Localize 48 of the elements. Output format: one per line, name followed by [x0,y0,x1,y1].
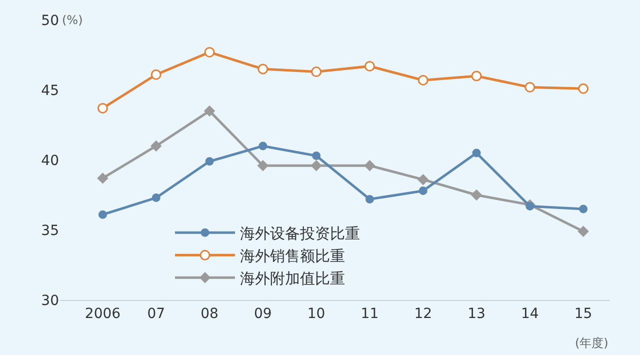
x-tick-label: 09 [254,306,272,322]
x-tick-label: 08 [200,306,218,322]
x-tick-label: 10 [307,306,326,322]
point [150,69,162,80]
x-tick-label: 14 [520,306,539,322]
point [578,83,589,94]
point [365,194,374,204]
x-tick-label: 2006 [84,306,121,322]
point [98,210,107,219]
point [97,172,108,184]
point [471,190,482,200]
point [472,148,481,158]
legend-label: 海外附加值比重 [240,270,345,288]
x-tick-label: 13 [468,306,486,322]
point [524,82,536,92]
point [418,186,428,196]
point [258,160,268,171]
point [258,64,268,74]
point [311,160,322,171]
annotation: (%) [62,13,83,27]
point [97,102,108,114]
point [471,70,482,82]
point [418,74,428,86]
point [152,194,160,202]
legend-label: 海外设备投资比重 [240,224,360,242]
point [312,152,321,160]
point [578,226,589,237]
legend-label: 海外销售额比重 [240,247,345,265]
point [204,106,215,116]
y-tick-label: 35 [41,222,59,239]
x-tick-label: 15 [574,306,592,322]
point [311,66,322,78]
point [205,157,214,166]
point [258,142,268,150]
point [364,60,375,72]
x-tick-label: 11 [360,306,379,322]
point [364,160,376,171]
y-tick-label: 30 [41,292,59,309]
y-tick-label: 50 [41,12,59,29]
y-tick-label: 40 [41,152,59,169]
y-tick-label: 45 [41,82,59,99]
x-tick-label: 12 [414,306,432,322]
x-tick-label: 07 [147,306,166,322]
point [204,46,215,58]
point [150,140,162,152]
point [418,174,428,185]
point [579,204,588,214]
text: (年度) [575,336,608,350]
